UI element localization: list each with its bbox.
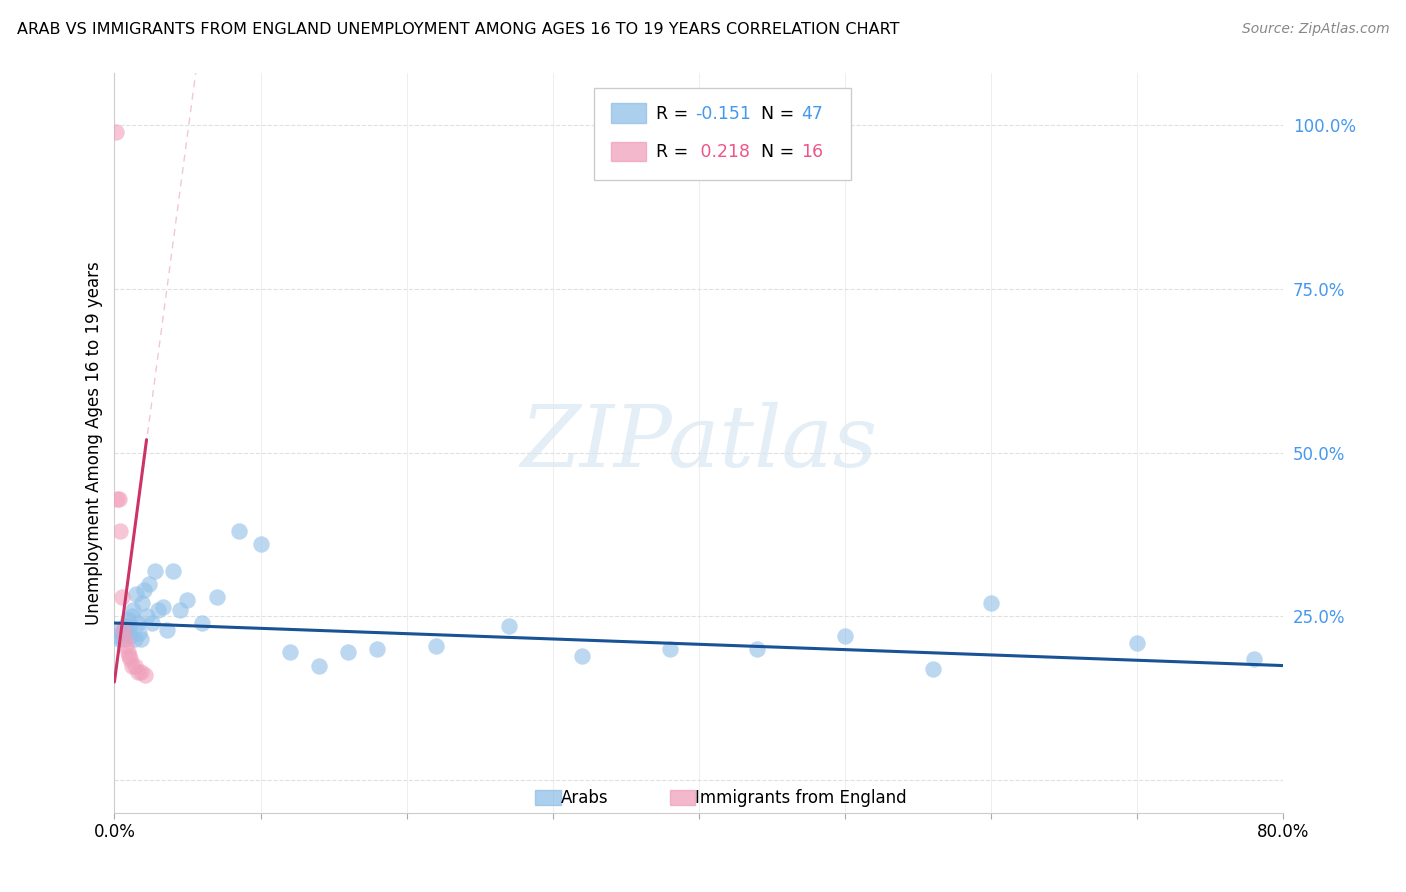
Point [112, 632, 135, 647]
Point [114, 619, 136, 633]
Text: R =: R = [655, 143, 688, 161]
Text: R =: R = [655, 104, 688, 123]
FancyBboxPatch shape [593, 87, 851, 180]
Point [980, 596, 1002, 610]
Point [124, 632, 146, 647]
Point [143, 564, 166, 578]
Point [132, 583, 155, 598]
Point [104, 125, 127, 139]
Point [498, 619, 520, 633]
Point [129, 665, 152, 679]
Text: Immigrants from England: Immigrants from England [695, 789, 907, 807]
Point [117, 613, 139, 627]
Point [110, 623, 132, 637]
Point [138, 576, 160, 591]
Point [834, 629, 856, 643]
Point [308, 658, 330, 673]
Point [921, 662, 943, 676]
Point [571, 648, 593, 663]
Point [337, 645, 360, 659]
Point [278, 645, 301, 659]
Bar [612, 103, 647, 122]
Point [228, 524, 250, 539]
Point [111, 625, 134, 640]
Point [117, 645, 139, 659]
Point [249, 537, 271, 551]
Bar [669, 790, 695, 805]
Text: 16: 16 [801, 143, 824, 161]
Point [122, 603, 145, 617]
Text: N =: N = [761, 104, 794, 123]
Text: ARAB VS IMMIGRANTS FROM ENGLAND UNEMPLOYMENT AMONG AGES 16 TO 19 YEARS CORRELATI: ARAB VS IMMIGRANTS FROM ENGLAND UNEMPLOY… [17, 22, 900, 37]
Point [120, 629, 142, 643]
Point [120, 652, 142, 666]
Point [125, 586, 148, 600]
Point [114, 632, 136, 647]
Point [105, 491, 128, 506]
Text: ZIPatlas: ZIPatlas [520, 401, 877, 484]
Point [105, 629, 128, 643]
Point [205, 590, 228, 604]
Point [658, 642, 681, 657]
Point [127, 665, 149, 679]
Point [115, 639, 138, 653]
Point [112, 623, 135, 637]
Point [152, 599, 174, 614]
Bar [612, 142, 647, 161]
Point [176, 593, 198, 607]
Point [110, 524, 132, 539]
Point [156, 623, 179, 637]
Text: Arabs: Arabs [561, 789, 609, 807]
Point [747, 642, 769, 657]
Point [141, 615, 163, 630]
Point [131, 596, 153, 610]
Point [118, 648, 141, 663]
Point [118, 619, 141, 633]
Point [1243, 652, 1265, 666]
Point [135, 609, 157, 624]
Point [162, 564, 184, 578]
Point [425, 639, 447, 653]
Text: Source: ZipAtlas.com: Source: ZipAtlas.com [1241, 22, 1389, 37]
Bar [536, 790, 561, 805]
Point [107, 491, 129, 506]
Point [121, 658, 143, 673]
Point [366, 642, 388, 657]
Point [115, 625, 138, 640]
Text: N =: N = [761, 143, 794, 161]
Text: 0.218: 0.218 [695, 143, 751, 161]
Point [128, 625, 150, 640]
Point [124, 658, 146, 673]
Text: 47: 47 [801, 104, 824, 123]
Point [107, 632, 129, 647]
Y-axis label: Unemployment Among Ages 16 to 19 years: Unemployment Among Ages 16 to 19 years [86, 261, 103, 624]
Point [148, 603, 170, 617]
Point [1126, 635, 1149, 649]
Point [169, 603, 191, 617]
Point [127, 615, 149, 630]
Text: -0.151: -0.151 [695, 104, 751, 123]
Point [129, 632, 152, 647]
Point [121, 609, 143, 624]
Point [191, 615, 214, 630]
Point [111, 590, 134, 604]
Point [134, 668, 156, 682]
